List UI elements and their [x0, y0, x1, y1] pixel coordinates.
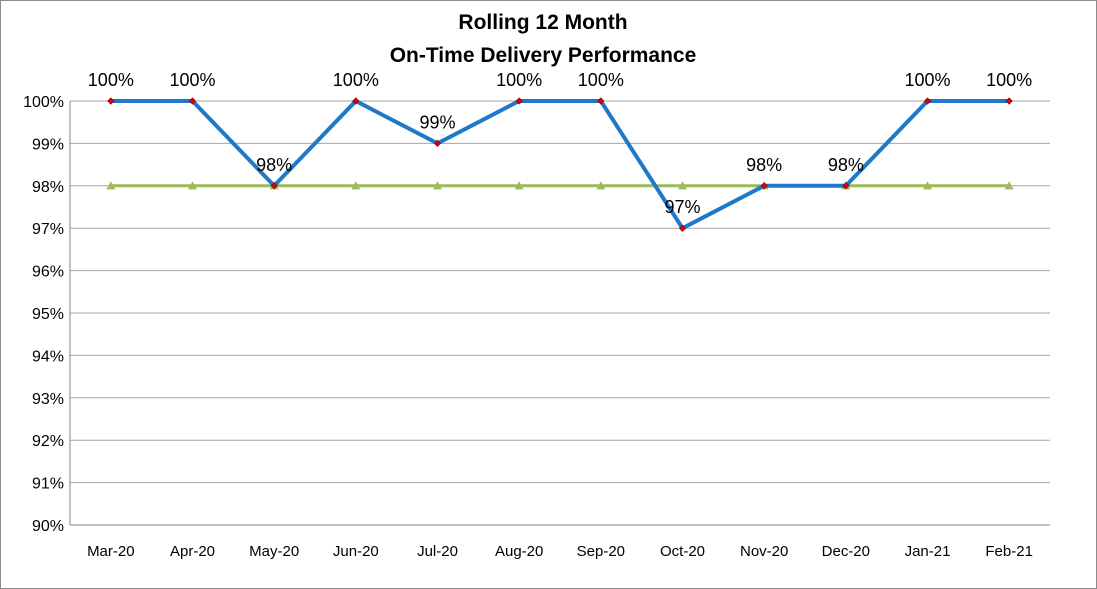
data-point-marker: [352, 97, 360, 105]
x-tick-label: Oct-20: [660, 543, 705, 560]
data-point-marker: [188, 97, 197, 105]
data-point-marker: [107, 97, 115, 105]
y-tick-label: 92%: [32, 433, 64, 450]
data-label: 100%: [88, 70, 134, 90]
target-point-marker: [106, 181, 116, 190]
data-label: 99%: [419, 112, 455, 132]
data-point-marker: [923, 97, 932, 105]
data-point-marker: [270, 182, 278, 190]
x-tick-label: Nov-20: [740, 543, 788, 560]
target-point-marker: [1004, 181, 1014, 190]
target-point-marker: [923, 181, 932, 190]
series-line-actual: [110, 98, 1010, 231]
y-tick-label: 98%: [32, 179, 64, 196]
x-tick-label: Mar-20: [87, 543, 135, 560]
chart-title-line-2: On-Time Delivery Performance: [390, 44, 697, 67]
data-label: 98%: [828, 155, 864, 175]
y-tick-label: 97%: [32, 221, 64, 238]
x-tick-label: Dec-20: [822, 543, 870, 560]
y-tick-label: 100%: [23, 94, 64, 111]
y-tick-label: 91%: [32, 476, 64, 493]
target-point-marker: [596, 181, 606, 190]
y-tick-label: 95%: [32, 306, 64, 323]
data-point-marker: [515, 97, 523, 105]
data-label: 98%: [746, 155, 782, 175]
target-point-marker: [433, 181, 442, 190]
data-point-marker: [597, 97, 605, 105]
data-label: 100%: [496, 70, 542, 90]
x-tick-label: Jun-20: [333, 543, 379, 560]
data-point-marker: [760, 182, 768, 190]
target-point-marker: [514, 181, 524, 190]
data-label: 100%: [578, 70, 624, 90]
data-label: 100%: [904, 70, 950, 90]
target-point-marker: [188, 181, 197, 190]
x-tick-label: Aug-20: [495, 543, 543, 560]
x-tick-label: Jul-20: [417, 543, 458, 560]
x-tick-label: May-20: [249, 543, 299, 560]
x-tick-label: Feb-21: [985, 543, 1033, 560]
x-tick-label: Jan-21: [905, 543, 951, 560]
data-point-marker: [1005, 97, 1013, 105]
y-tick-label: 99%: [32, 136, 64, 153]
data-label: 98%: [256, 155, 292, 175]
x-tick-label: Apr-20: [170, 543, 215, 560]
target-point-marker: [678, 181, 687, 190]
y-tick-label: 90%: [32, 518, 64, 535]
chart-title-line-1: Rolling 12 Month: [458, 11, 627, 34]
data-point-marker: [433, 139, 442, 148]
y-tick-label: 93%: [32, 391, 64, 408]
data-label: 97%: [664, 197, 700, 217]
target-point-marker: [351, 181, 361, 190]
data-point-marker: [842, 182, 850, 190]
data-label: 100%: [986, 70, 1032, 90]
y-tick-label: 94%: [32, 348, 64, 365]
y-tick-label: 96%: [32, 264, 64, 281]
data-label: 100%: [169, 70, 215, 90]
data-point-marker: [678, 224, 687, 232]
data-label: 100%: [333, 70, 379, 90]
x-tick-label: Sep-20: [577, 543, 625, 560]
